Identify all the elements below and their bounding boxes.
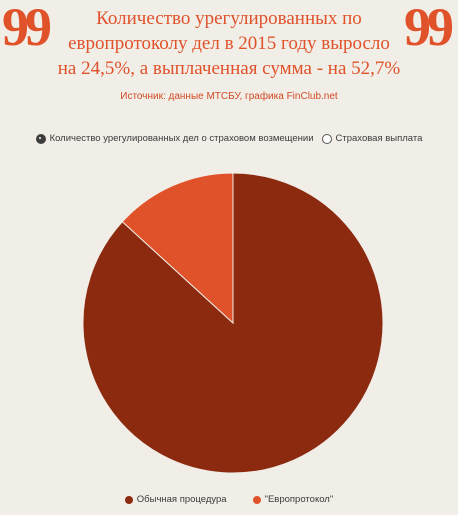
- toggle-count-label: Количество урегулированных дел о страхов…: [49, 133, 314, 144]
- legend-label-standard: Обычная процедура: [136, 494, 227, 505]
- chart-title: Количество урегулированных по европроток…: [50, 6, 408, 81]
- quote-mark-right: 99: [404, 0, 454, 57]
- pie-slice-0[interactable]: [82, 172, 384, 474]
- pie-slice-1[interactable]: [121, 172, 234, 325]
- legend-item-europrotocol[interactable]: "Европротокол": [252, 494, 334, 505]
- legend-label-europrotocol: "Европротокол": [264, 494, 334, 505]
- toggle-payment-label: Страховая выплата: [335, 133, 423, 144]
- chart-legend: Обычная процедура "Европротокол": [0, 494, 458, 505]
- title-line-2: европротоколу дел в 2015 году выросло: [68, 33, 390, 54]
- legend-dot-standard-icon: [124, 495, 133, 504]
- title-line-3: на 24,5%, а выплаченная сумма - на 52,7%: [57, 58, 401, 79]
- legend-item-standard[interactable]: Обычная процедура: [124, 494, 227, 505]
- source-caption: Источник: данные МТСБУ, графика FinClub.…: [120, 91, 338, 102]
- radio-unselected-icon: [321, 133, 332, 144]
- legend-dot-europrotocol-icon: [252, 495, 261, 504]
- metric-toggle-group: Количество урегулированных дел о страхов…: [0, 133, 458, 144]
- quote-mark-left: 99: [2, 0, 52, 57]
- toggle-payment[interactable]: Страховая выплата: [321, 133, 423, 144]
- radio-selected-icon: [35, 133, 46, 144]
- toggle-count[interactable]: Количество урегулированных дел о страхов…: [35, 133, 314, 144]
- title-line-1: Количество урегулированных по: [96, 8, 362, 29]
